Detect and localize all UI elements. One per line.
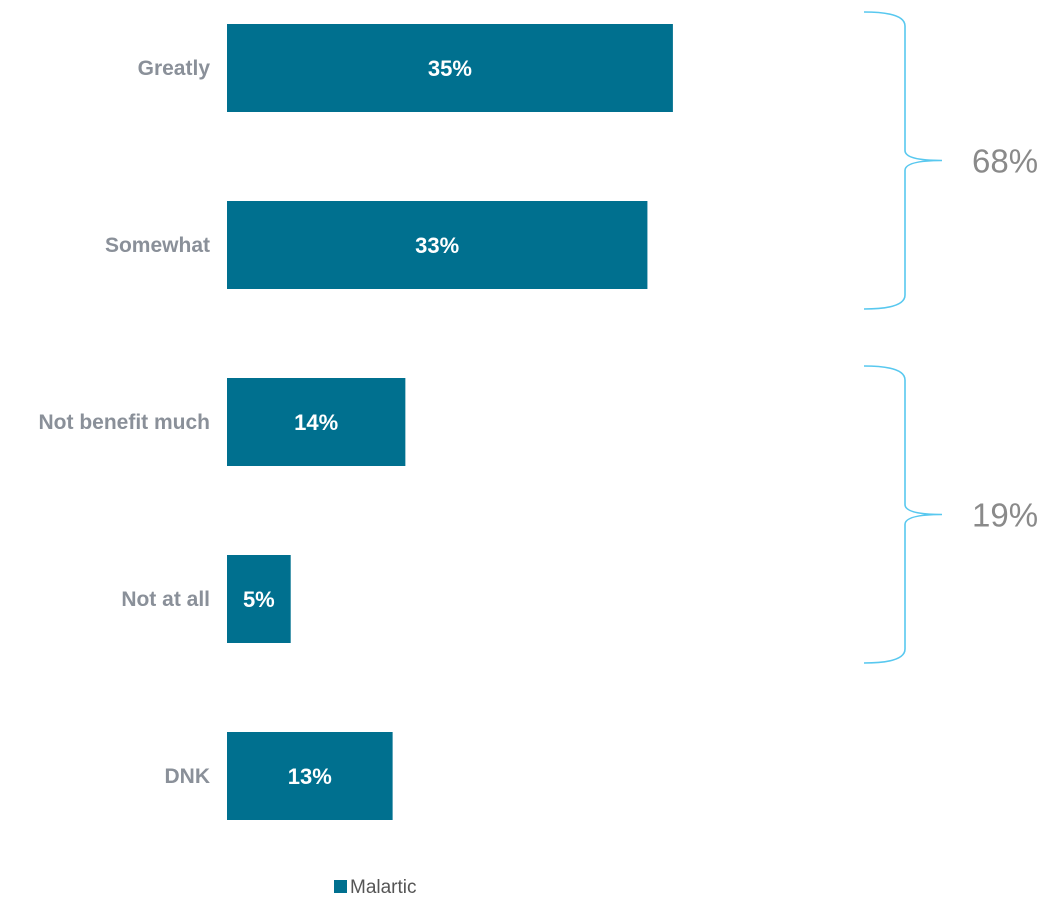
category-label-1: Somewhat [105, 234, 210, 257]
category-label-4: DNK [165, 765, 211, 788]
bracket-label-0: 68% [972, 143, 1038, 180]
bar-2 [227, 378, 406, 466]
brackets-layer: 68% 19% [863, 11, 1038, 664]
bracket-0 [863, 11, 943, 310]
bar-0 [227, 24, 673, 112]
data-label-2: 14% [294, 410, 338, 435]
legend-swatch [334, 880, 347, 893]
bars-layer: Greatly 35% Somewhat 33% Not benefit much 14%… [39, 24, 673, 820]
legend: Malartic [334, 877, 417, 898]
data-label-1: 33% [415, 233, 459, 258]
bar-1 [227, 201, 648, 289]
bar-4 [227, 732, 393, 820]
bracket-label-1: 19% [972, 497, 1038, 534]
category-label-0: Greatly [138, 57, 211, 80]
bar-3 [227, 555, 291, 643]
data-label-3: 5% [243, 587, 275, 612]
bracket-1 [863, 365, 943, 664]
category-label-2: Not benefit much [39, 411, 211, 434]
category-label-3: Not at all [121, 588, 210, 611]
data-label-4: 13% [288, 764, 332, 789]
legend-label: Malartic [350, 877, 417, 898]
data-label-0: 35% [428, 56, 472, 81]
